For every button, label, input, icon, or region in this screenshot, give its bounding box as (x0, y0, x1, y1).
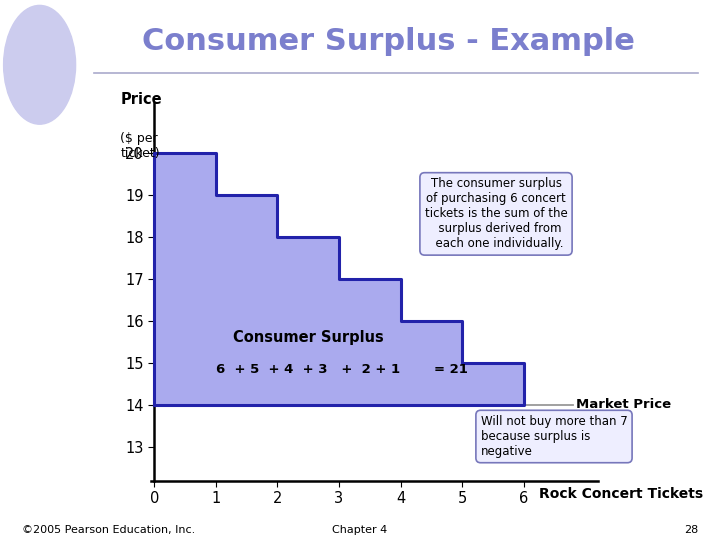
Text: Market Price: Market Price (576, 399, 671, 411)
Text: Consumer Surplus - Example: Consumer Surplus - Example (143, 27, 635, 56)
Text: Will not buy more than 7
because surplus is
negative: Will not buy more than 7 because surplus… (481, 415, 627, 458)
Polygon shape (154, 153, 523, 405)
Text: The consumer surplus
of purchasing 6 concert
tickets is the sum of the
  surplus: The consumer surplus of purchasing 6 con… (425, 178, 567, 251)
Text: Chapter 4: Chapter 4 (333, 524, 387, 535)
Text: Rock Concert Tickets: Rock Concert Tickets (539, 487, 703, 501)
Text: Consumer Surplus: Consumer Surplus (233, 330, 384, 345)
Text: Price: Price (120, 92, 162, 107)
Text: ©2005 Pearson Education, Inc.: ©2005 Pearson Education, Inc. (22, 524, 195, 535)
Text: ($ per
ticket): ($ per ticket) (120, 132, 160, 160)
Text: = 21: = 21 (434, 363, 468, 376)
Text: 6  + 5  + 4  + 3   +  2 + 1: 6 + 5 + 4 + 3 + 2 + 1 (216, 363, 400, 376)
Text: 28: 28 (684, 524, 698, 535)
